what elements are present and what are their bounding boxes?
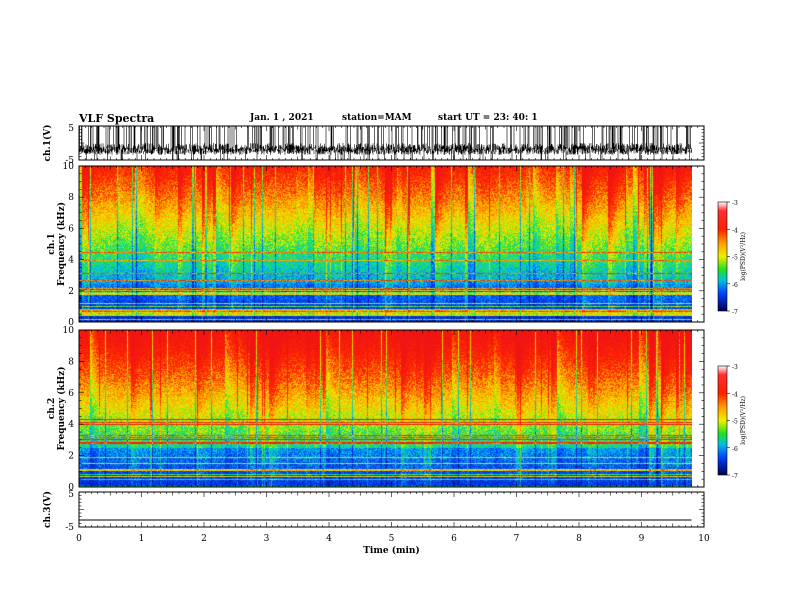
ytick-label-p4-0: 5 [68,490,74,500]
figure-title: VLF Spectra [79,112,155,125]
ytick-label-p3-0: 0 [68,483,74,493]
ytick-label-p2-4: 8 [68,193,74,203]
xtick-label-0: 0 [76,534,82,544]
xtick-label-4: 4 [326,534,332,544]
colorbar-tick-p3-2: -5 [732,419,738,426]
ytick-label-p3-1: 2 [68,452,74,462]
ylabel-p4: ch.3(V) [42,491,53,528]
colorbar-p2 [717,201,728,312]
colorbar-tick-p3-0: -3 [732,364,738,371]
ytick-label-p2-0: 0 [68,318,74,328]
xtick-label-8: 8 [576,534,582,544]
colorbar-tick-p2-1: -4 [732,227,738,234]
colorbar-tick-p2-0: -3 [732,200,738,207]
xtick-label-10: 10 [698,534,710,544]
colorbar-tick-p2-3: -6 [732,282,738,289]
colorbar-label-p3: log(PSD)(V²/Hz) [740,396,747,445]
spectrogram-ch1 [79,166,692,322]
ylabel-p3-line0: ch.2 [47,398,57,419]
ytick-label-p2-3: 6 [68,224,74,234]
ylabel-p2-line0: ch.1 [47,233,57,254]
colorbar-tick-p2-2: -5 [732,255,738,262]
xtick-label-6: 6 [451,534,457,544]
ytick-label-p1-1: -5 [65,156,74,166]
colorbar-tick-p3-4: -7 [732,473,738,480]
xtick-label-1: 1 [139,534,145,544]
ytick-label-p4-1: -5 [65,523,74,533]
panel-frame-4 [78,491,705,528]
ytick-label-p3-5: 10 [63,326,75,336]
colorbar-tick-p3-3: -6 [732,446,738,453]
ytick-label-p2-2: 4 [68,256,74,266]
ylabel-p3-line1: Frequency (kHz) [56,366,67,450]
xtick-label-3: 3 [264,534,270,544]
xtick-label-7: 7 [514,534,520,544]
ch1-waveform-trace [78,126,692,160]
ytick-label-p3-2: 4 [68,420,74,430]
station-label: station=MAM [342,113,412,123]
xtick-label-5: 5 [389,534,395,544]
ylabel-p1: ch.1(V) [42,125,53,162]
ytick-label-p2-1: 2 [68,287,74,297]
spectrogram-ch2 [79,330,692,487]
date-label: Jan. 1 , 2021 [250,113,314,123]
xtick-label-2: 2 [201,534,207,544]
ytick-label-p2-5: 10 [63,162,75,172]
colorbar-tick-p2-4: -7 [732,309,738,316]
xtick-label-9: 9 [639,534,645,544]
colorbar-tick-p3-1: -4 [732,391,738,398]
colorbar-label-p2: log(PSD)(V²/Hz) [740,232,747,281]
ytick-label-p3-3: 6 [68,389,74,399]
ylabel-p2-line1: Frequency (kHz) [56,202,67,286]
ytick-label-p1-0: 5 [68,124,74,134]
colorbar-p3 [717,365,728,476]
x-axis-label: Time (min) [363,545,420,556]
ytick-label-p3-4: 8 [68,357,74,367]
start-ut-label: start UT = 23: 40: 1 [438,113,538,123]
